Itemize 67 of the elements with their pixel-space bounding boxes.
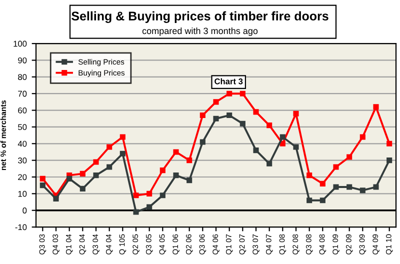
point <box>266 122 272 128</box>
point <box>93 159 99 165</box>
point <box>293 144 299 150</box>
point <box>173 149 179 155</box>
point <box>226 90 232 96</box>
point <box>200 112 206 118</box>
point <box>160 192 166 198</box>
point <box>40 176 46 182</box>
point <box>346 154 352 160</box>
point <box>66 176 72 182</box>
chart-title: Selling & Buying prices of timber fire doors <box>72 11 328 24</box>
point <box>106 164 112 170</box>
point <box>373 104 379 110</box>
point <box>213 116 219 122</box>
point <box>133 209 139 215</box>
point <box>213 99 219 105</box>
point <box>386 140 392 146</box>
point <box>120 150 126 156</box>
y-tick-label: 80 <box>18 74 27 80</box>
point <box>280 140 286 146</box>
point <box>333 184 339 190</box>
point <box>226 112 232 118</box>
point <box>333 164 339 170</box>
point <box>240 90 246 96</box>
chart-subtitle: compared with 3 months ago <box>142 27 258 36</box>
point <box>80 186 86 192</box>
point <box>306 198 312 204</box>
point <box>320 180 326 186</box>
point <box>133 192 139 198</box>
point <box>386 158 392 164</box>
point <box>93 172 99 178</box>
point <box>186 178 192 184</box>
y-tick-label: 70 <box>18 90 27 97</box>
y-tick-label: 10 <box>18 190 27 197</box>
y-tick-label: 20 <box>18 174 27 180</box>
y-tick-label: 50 <box>18 124 27 130</box>
point <box>266 160 272 166</box>
point <box>120 134 126 140</box>
point <box>280 134 286 140</box>
y-tick-label: 100 <box>14 40 27 47</box>
y-tick-label: 40 <box>18 140 27 147</box>
point <box>293 110 299 116</box>
point <box>240 120 246 126</box>
point <box>80 170 86 176</box>
point <box>160 168 166 174</box>
point <box>346 184 352 190</box>
point <box>146 204 152 210</box>
annotation: Chart 3 <box>214 78 243 84</box>
point <box>253 148 259 154</box>
point <box>53 196 59 202</box>
point <box>146 190 152 196</box>
point <box>360 188 366 194</box>
point <box>40 182 46 188</box>
y-tick-label: 0 <box>22 208 27 214</box>
point <box>320 198 326 204</box>
y-tick-label: 30 <box>18 158 27 164</box>
point <box>200 139 206 145</box>
point <box>173 172 179 178</box>
point <box>253 109 259 115</box>
y-tick-label: -10 <box>15 224 27 230</box>
point <box>186 158 192 164</box>
point <box>360 134 366 140</box>
point <box>373 184 379 190</box>
y-tick-label: 90 <box>18 57 27 64</box>
point <box>106 144 112 150</box>
y-tick-label: 60 <box>18 107 27 114</box>
point <box>306 172 312 178</box>
